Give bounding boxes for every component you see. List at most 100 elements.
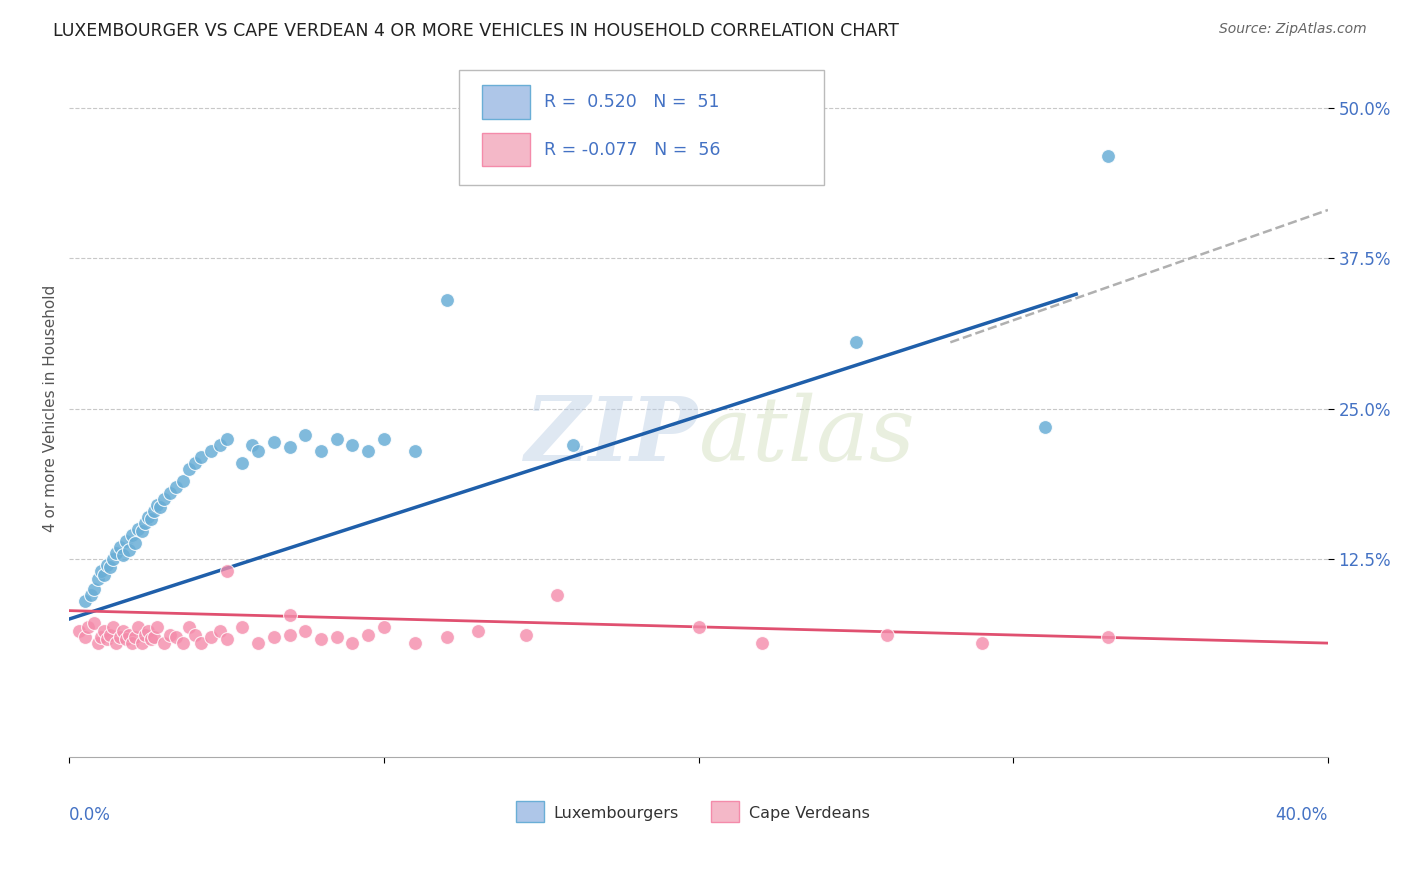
Point	[278, 628, 301, 642]
Point	[436, 630, 458, 644]
Point	[124, 536, 146, 550]
Point	[67, 624, 90, 638]
Point	[240, 437, 263, 451]
Point	[546, 588, 568, 602]
Point	[111, 624, 134, 638]
Point	[131, 636, 153, 650]
Point	[127, 522, 149, 536]
Point	[263, 435, 285, 450]
Point	[96, 558, 118, 572]
Point	[876, 628, 898, 642]
Point	[103, 620, 125, 634]
Point	[146, 620, 169, 634]
Point	[108, 630, 131, 644]
Point	[177, 620, 200, 634]
Point	[152, 636, 174, 650]
Point	[373, 620, 395, 634]
Point	[136, 624, 159, 638]
Point	[294, 428, 316, 442]
Point	[90, 630, 112, 644]
Point	[688, 620, 710, 634]
Text: 40.0%: 40.0%	[1275, 806, 1327, 824]
Point	[373, 432, 395, 446]
Point	[124, 630, 146, 644]
Point	[515, 628, 537, 642]
Point	[215, 632, 238, 647]
FancyBboxPatch shape	[711, 801, 740, 822]
Point	[93, 624, 115, 638]
Point	[115, 632, 138, 647]
Point	[139, 512, 162, 526]
Point	[231, 620, 253, 634]
Point	[159, 628, 181, 642]
Point	[184, 456, 207, 470]
Point	[309, 443, 332, 458]
Text: R =  0.520   N =  51: R = 0.520 N = 51	[544, 93, 720, 112]
Point	[278, 608, 301, 623]
Point	[751, 636, 773, 650]
Point	[96, 632, 118, 647]
Point	[215, 564, 238, 578]
Point	[342, 636, 364, 650]
Point	[127, 620, 149, 634]
FancyBboxPatch shape	[460, 70, 824, 186]
Point	[1033, 419, 1056, 434]
Point	[98, 628, 121, 642]
Point	[73, 594, 96, 608]
Text: Luxembourgers: Luxembourgers	[554, 805, 679, 821]
Point	[190, 450, 212, 464]
Point	[136, 509, 159, 524]
Text: R = -0.077   N =  56: R = -0.077 N = 56	[544, 141, 720, 159]
Point	[561, 437, 583, 451]
Point	[325, 432, 347, 446]
Point	[149, 500, 172, 515]
Point	[134, 628, 156, 642]
FancyBboxPatch shape	[516, 801, 544, 822]
Point	[103, 552, 125, 566]
Text: 0.0%: 0.0%	[69, 806, 111, 824]
Point	[143, 630, 166, 644]
Point	[118, 628, 141, 642]
Point	[342, 437, 364, 451]
Point	[278, 440, 301, 454]
Point	[134, 516, 156, 530]
Point	[247, 636, 270, 650]
Point	[309, 632, 332, 647]
Point	[404, 636, 426, 650]
Point	[77, 620, 100, 634]
Point	[357, 443, 380, 458]
Point	[90, 564, 112, 578]
Text: Cape Verdeans: Cape Verdeans	[749, 805, 870, 821]
Point	[200, 443, 222, 458]
Point	[247, 443, 270, 458]
Point	[83, 582, 105, 596]
FancyBboxPatch shape	[482, 133, 530, 167]
Point	[436, 293, 458, 308]
Point	[970, 636, 993, 650]
Point	[209, 624, 232, 638]
Point	[209, 437, 232, 451]
Point	[115, 533, 138, 548]
Point	[86, 636, 108, 650]
Point	[131, 524, 153, 539]
Point	[1097, 630, 1119, 644]
Point	[121, 528, 143, 542]
Point	[118, 543, 141, 558]
Point	[139, 632, 162, 647]
Text: LUXEMBOURGER VS CAPE VERDEAN 4 OR MORE VEHICLES IN HOUSEHOLD CORRELATION CHART: LUXEMBOURGER VS CAPE VERDEAN 4 OR MORE V…	[53, 22, 900, 40]
Point	[165, 630, 187, 644]
Y-axis label: 4 or more Vehicles in Household: 4 or more Vehicles in Household	[44, 285, 58, 533]
Point	[404, 443, 426, 458]
Point	[467, 624, 489, 638]
Point	[177, 461, 200, 475]
Point	[93, 567, 115, 582]
Point	[294, 624, 316, 638]
Text: Source: ZipAtlas.com: Source: ZipAtlas.com	[1219, 22, 1367, 37]
Point	[200, 630, 222, 644]
Point	[325, 630, 347, 644]
Point	[80, 588, 103, 602]
Point	[105, 546, 128, 560]
Point	[83, 615, 105, 630]
Point	[105, 636, 128, 650]
Point	[108, 540, 131, 554]
